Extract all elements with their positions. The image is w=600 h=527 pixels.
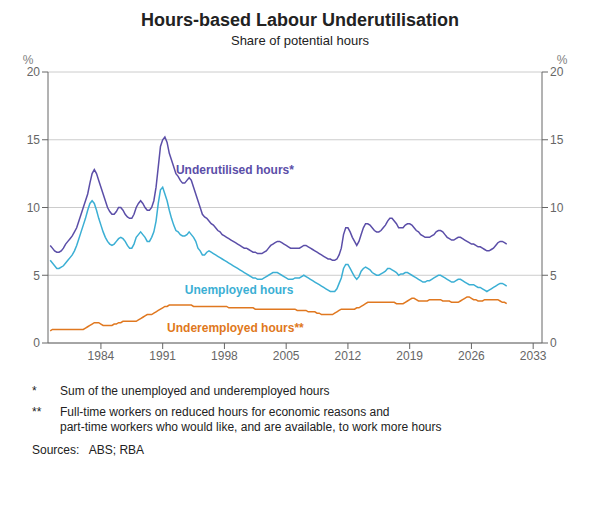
svg-text:0: 0 <box>33 336 40 350</box>
svg-text:%: % <box>557 53 568 67</box>
svg-text:20: 20 <box>27 65 41 79</box>
svg-text:Underutilised hours*: Underutilised hours* <box>176 163 294 177</box>
svg-text:1998: 1998 <box>211 349 238 363</box>
svg-text:1991: 1991 <box>149 349 176 363</box>
html-text:Sources: ABS; RBA: Sources: ABS; RBA <box>32 443 145 457</box>
svg-text:5: 5 <box>33 269 40 283</box>
svg-text:2033: 2033 <box>520 349 547 363</box>
svg-text:20: 20 <box>550 65 564 79</box>
svg-text:2019: 2019 <box>396 349 423 363</box>
svg-text:%: % <box>23 53 34 67</box>
svg-text:5: 5 <box>550 269 557 283</box>
html-text:Hours-based Labour Underutilis: Hours-based Labour Underutilisation <box>141 10 459 30</box>
svg-text:2026: 2026 <box>458 349 485 363</box>
svg-text:10: 10 <box>27 201 41 215</box>
svg-text:Unemployed hours: Unemployed hours <box>185 283 294 297</box>
svg-text:2005: 2005 <box>273 349 300 363</box>
svg-text:15: 15 <box>550 133 564 147</box>
svg-text:1984: 1984 <box>88 349 115 363</box>
svg-text:10: 10 <box>550 201 564 215</box>
svg-text:Underemployed hours**: Underemployed hours** <box>167 321 304 335</box>
svg-text:2012: 2012 <box>335 349 362 363</box>
html-text:Sum of the unemployed and unde: Sum of the unemployed and underemployed … <box>60 384 330 398</box>
html-text:Share of potential hours: Share of potential hours <box>231 33 369 48</box>
html-text:Full-time workers on reduced h: Full-time workers on reduced hours for e… <box>60 405 442 434</box>
svg-text:0: 0 <box>550 336 557 350</box>
svg-text:15: 15 <box>27 133 41 147</box>
